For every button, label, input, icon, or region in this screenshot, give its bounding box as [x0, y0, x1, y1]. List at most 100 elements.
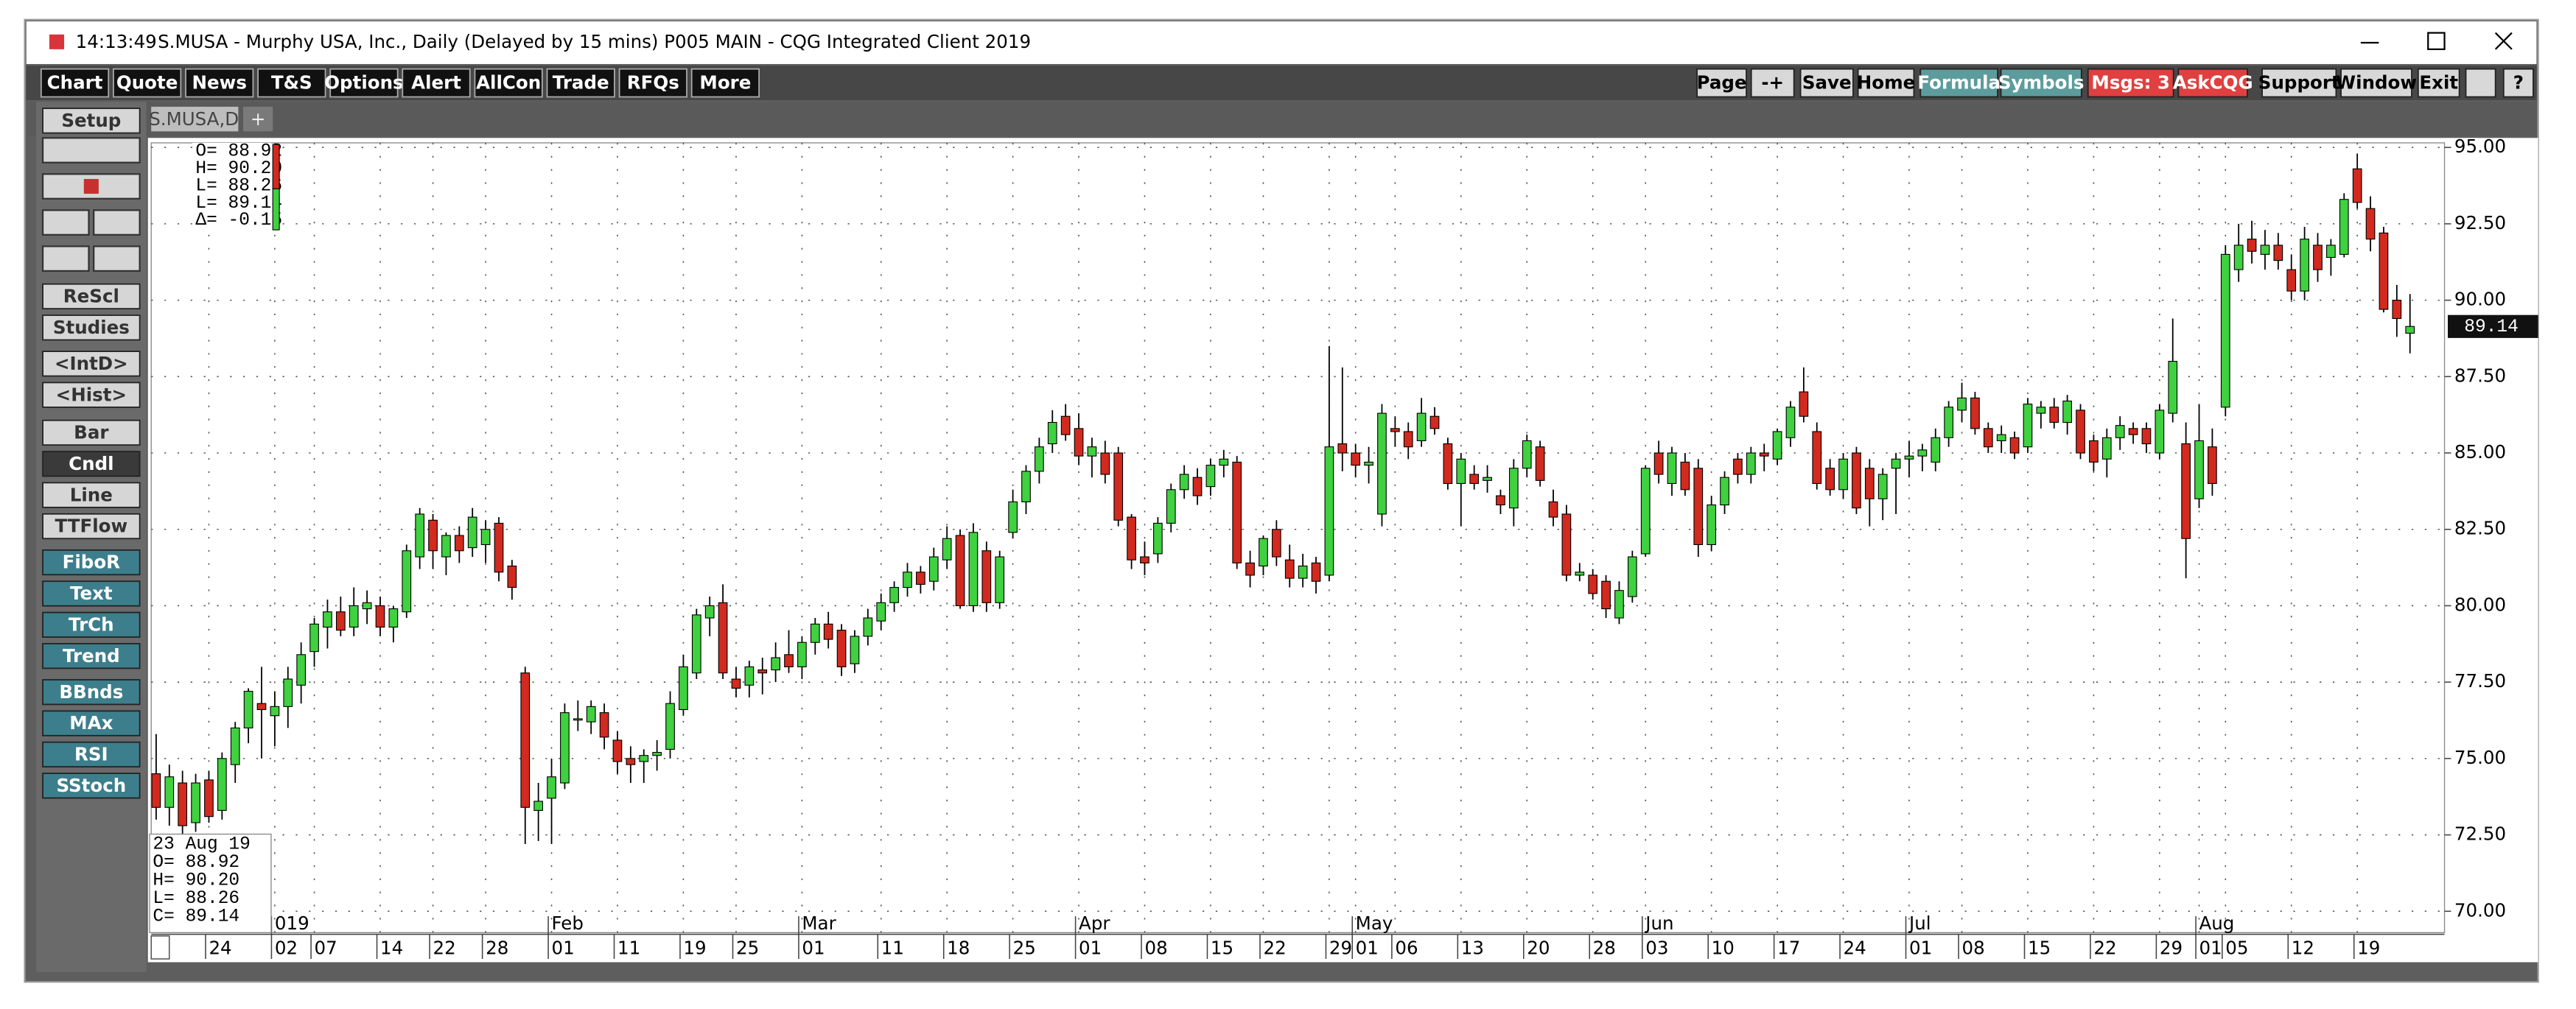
candle-body: [968, 532, 979, 607]
toolbar-button-label: Home: [1857, 72, 1916, 94]
month-label: May: [1356, 913, 1393, 934]
candle-body: [1917, 449, 1928, 457]
candle-body: [903, 572, 912, 588]
sidebar-button[interactable]: [42, 283, 141, 310]
sidebar-button[interactable]: [42, 314, 141, 341]
candle-body: [191, 782, 200, 823]
candle-body: [2181, 443, 2191, 539]
y-tick-label: 70.00: [2454, 899, 2506, 921]
tab-add[interactable]: [243, 106, 273, 132]
scroll-handle[interactable]: [150, 935, 170, 960]
candle-body: [560, 712, 570, 784]
maximize-button[interactable]: [2427, 32, 2446, 50]
tab[interactable]: [151, 106, 239, 132]
toolbar-button-label: Formula: [1917, 72, 2001, 94]
toolbar-button[interactable]: [2261, 68, 2337, 98]
toolbar-button[interactable]: [257, 68, 326, 98]
sidebar-button[interactable]: [42, 679, 141, 706]
toolbar-button[interactable]: [40, 68, 110, 98]
toolbar-button[interactable]: [1750, 68, 1795, 98]
sidebar-button[interactable]: [42, 741, 141, 768]
sidebar-button[interactable]: [42, 382, 141, 408]
candle-body: [1588, 574, 1598, 594]
sidebar-button-label: Setup: [61, 110, 121, 131]
candle-body: [1535, 446, 1545, 481]
sidebar-button[interactable]: [42, 513, 141, 540]
candle-body: [151, 773, 161, 808]
candle-body: [467, 516, 477, 549]
scroll-button[interactable]: [93, 209, 141, 236]
toolbar-button[interactable]: [618, 68, 687, 98]
month-label: Aug: [2199, 913, 2235, 934]
toolbar-button-label: Quote: [116, 72, 178, 94]
sidebar-button[interactable]: [42, 773, 141, 799]
sidebar-button[interactable]: [42, 482, 141, 508]
candle-body: [1785, 407, 1796, 438]
candle-body: [1456, 458, 1466, 485]
grid: [151, 142, 2451, 933]
toolbar-button[interactable]: [113, 68, 182, 98]
candle-body: [889, 587, 899, 603]
toolbar-button[interactable]: [2000, 68, 2082, 98]
candle-body: [1746, 452, 1756, 475]
toolbar-button[interactable]: [329, 68, 399, 98]
candle-body: [335, 611, 346, 631]
sidebar-button[interactable]: [42, 351, 141, 377]
print-button[interactable]: [41, 137, 141, 164]
candle-body: [2128, 428, 2138, 435]
toolbar-button[interactable]: [2340, 68, 2412, 98]
sidebar-button[interactable]: [42, 611, 141, 638]
candle-body: [2392, 300, 2402, 320]
candle-body: [2339, 199, 2349, 255]
candle-body: [1759, 452, 1769, 457]
y-tick-label: 90.00: [2454, 289, 2506, 310]
toolbar-button[interactable]: [1857, 68, 1915, 98]
candle-body: [1772, 431, 1782, 460]
candle-body: [1812, 431, 1822, 485]
candle-body: [2009, 437, 2020, 454]
toolbar-button[interactable]: [2417, 68, 2460, 98]
toolbar-button[interactable]: [2502, 68, 2534, 98]
y-tick-label: 85.00: [2454, 441, 2506, 463]
candle-body: [2194, 440, 2204, 499]
sidebar-button[interactable]: [42, 419, 141, 446]
candle-body: [2313, 245, 2323, 270]
candle-body: [2405, 326, 2415, 334]
candle-body: [995, 556, 1005, 603]
candle-body: [349, 605, 359, 628]
x-tick-label: 13: [1461, 938, 1484, 959]
candle-body: [599, 712, 609, 738]
close-button[interactable]: [2494, 32, 2513, 50]
toolbar-button[interactable]: [1799, 68, 1854, 98]
restore-button[interactable]: [2465, 68, 2496, 98]
sidebar-button[interactable]: [42, 643, 141, 669]
toolbar-button[interactable]: [402, 68, 471, 98]
sidebar-button[interactable]: [42, 580, 141, 607]
sidebar-button[interactable]: [42, 451, 141, 477]
sidebar-button-label: FiboR: [63, 552, 121, 573]
candle-body: [1127, 516, 1136, 560]
zoom-button[interactable]: [41, 245, 90, 272]
toolbar-button-label: Symbols: [1998, 72, 2085, 94]
sidebar-button[interactable]: [42, 710, 141, 736]
candle-body: [507, 565, 517, 588]
toolbar-button[interactable]: [2087, 68, 2174, 98]
toolbar-button[interactable]: [474, 68, 543, 98]
readout-line: Δ= -0.15: [195, 211, 282, 231]
sidebar-button[interactable]: [42, 108, 141, 134]
toolbar-button[interactable]: [2177, 68, 2248, 98]
toolbar-button[interactable]: [690, 68, 760, 98]
candle-body: [1284, 559, 1295, 579]
sidebar-button[interactable]: [42, 549, 141, 576]
zoom-button[interactable]: [93, 245, 141, 272]
candle-body: [2300, 239, 2309, 292]
toolbar-button[interactable]: [185, 68, 254, 98]
y-tick-label: 80.00: [2454, 594, 2506, 615]
toolbar-button[interactable]: [1919, 68, 1999, 98]
scroll-button[interactable]: [41, 209, 90, 236]
x-tick-label: 11: [617, 938, 640, 959]
candle-body: [402, 550, 412, 613]
toolbar-button[interactable]: [1696, 68, 1747, 98]
candle-body: [1311, 562, 1321, 582]
toolbar-button[interactable]: [546, 68, 615, 98]
